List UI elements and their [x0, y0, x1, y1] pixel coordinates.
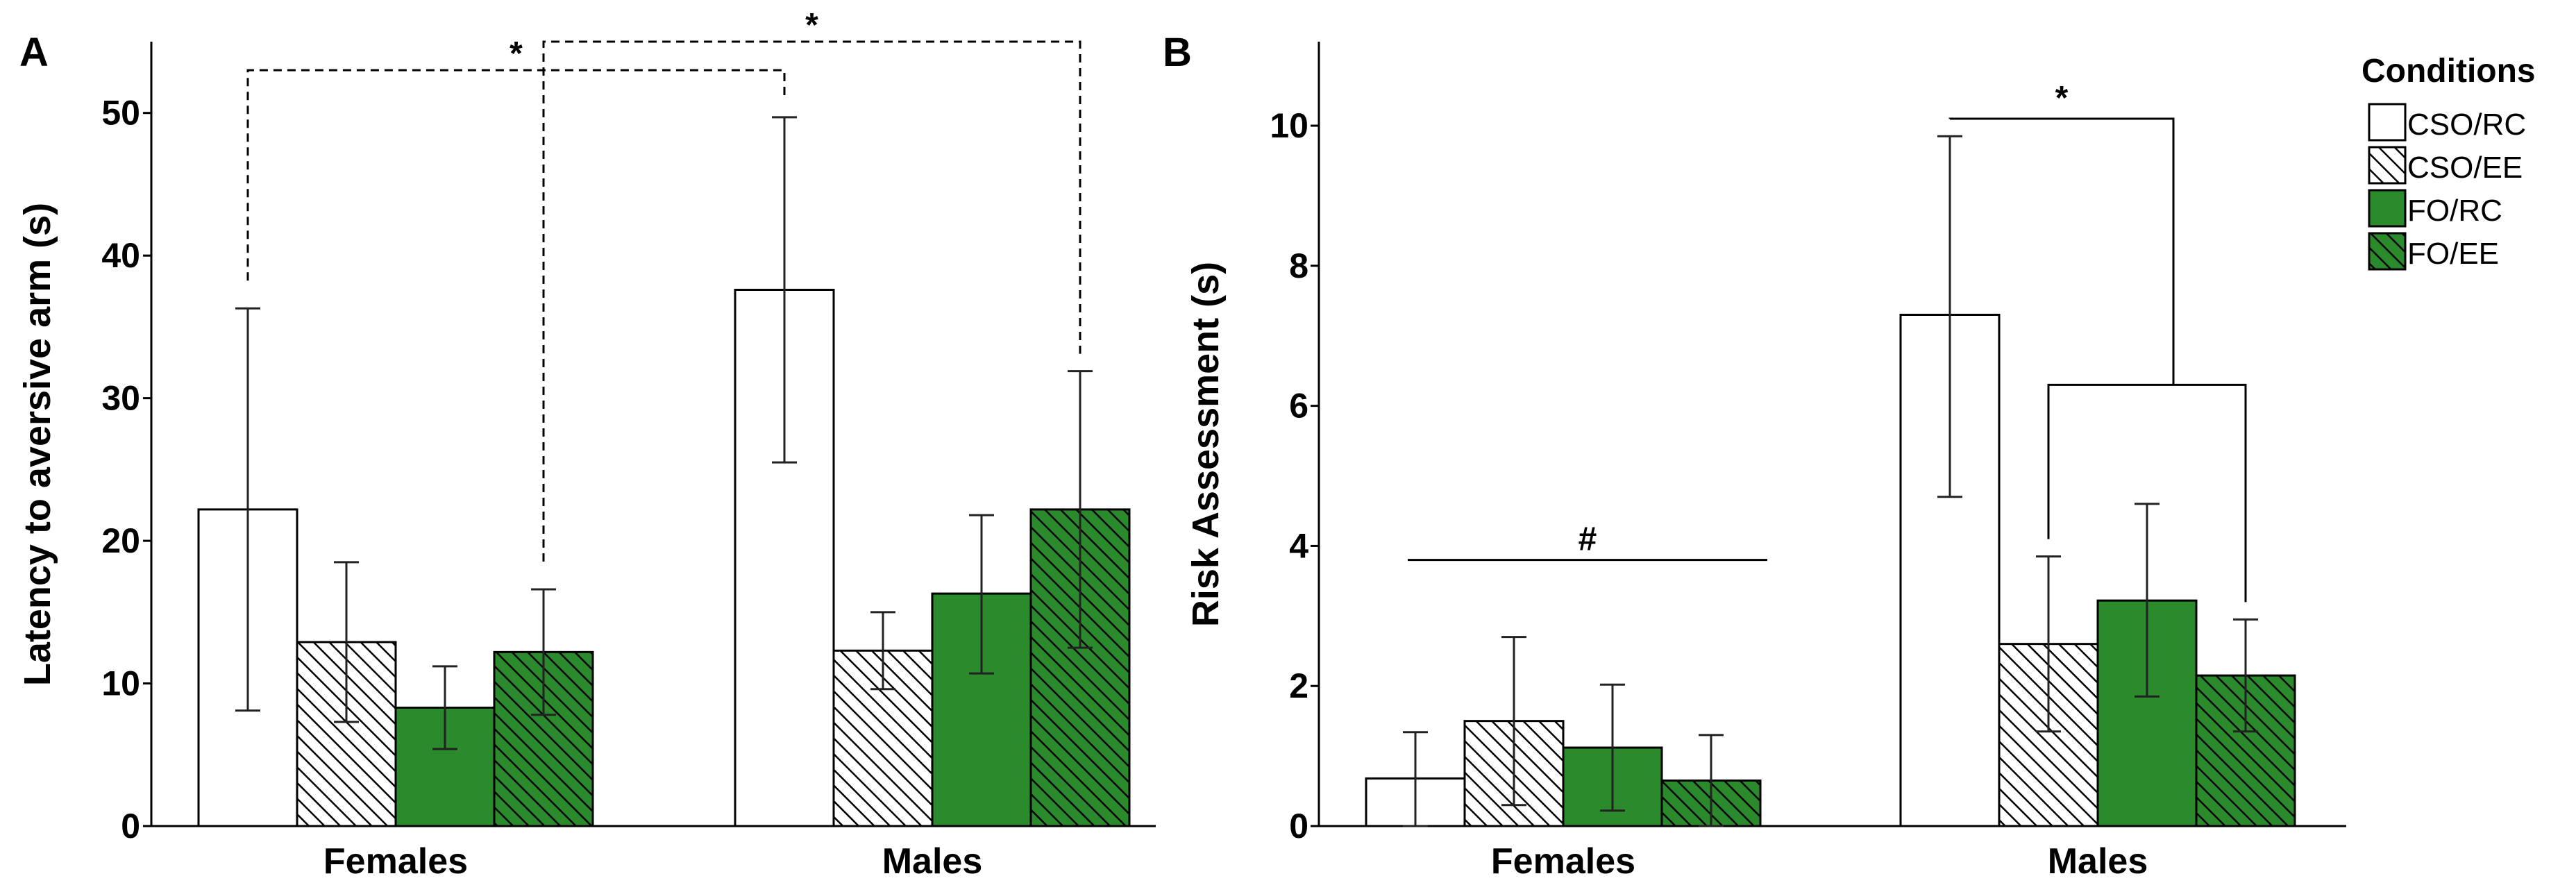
- panel-a-ylabel: Latency to aversive arm (s): [17, 203, 58, 686]
- panel-a-ytick-label: 0: [121, 807, 140, 845]
- panel-a-significance-bracket-1: [542, 40, 1081, 562]
- panel-b-category-label-males: Males: [2048, 841, 2148, 882]
- panel-a-category-label-females: Females: [323, 841, 468, 882]
- panel-a-ytick-label: 20: [101, 521, 140, 560]
- panel-b-outer-bracket: [1948, 117, 2175, 385]
- panel-a-ytick-label: 10: [101, 664, 140, 703]
- legend-label-fo-rc: FO/RC: [2407, 194, 2502, 228]
- panel-a-plot: 0 10 20 30 40 50 Females Males * *: [101, 7, 1156, 882]
- legend-label-cso-rc: CSO/RC: [2407, 108, 2526, 142]
- panel-b-ytick-label: 4: [1289, 526, 1308, 565]
- legend-label-fo-ee: FO/EE: [2407, 237, 2499, 271]
- panel-b-ytick-label: 2: [1289, 666, 1308, 705]
- legend: Conditions CSO/RC CSO/EE FO/RC FO/EE: [2362, 53, 2536, 271]
- panel-b-significance-label: *: [2055, 80, 2069, 117]
- panel-a-significance-label-1: *: [805, 7, 818, 44]
- panel-a-ytick-label: 40: [101, 236, 140, 275]
- panel-b-ytick-label: 6: [1289, 387, 1308, 426]
- panel-b-ytick-label: 10: [1270, 106, 1308, 145]
- legend-title: Conditions: [2362, 53, 2536, 90]
- panel-a-significance-bracket-0: [246, 69, 786, 281]
- panel-a-ytick-label: 50: [101, 94, 140, 133]
- panel-b-trend-label: #: [1579, 521, 1597, 558]
- panel-a-bar-males-cso-rc: [734, 288, 835, 827]
- legend-label-cso-ee: CSO/EE: [2407, 151, 2523, 185]
- legend-swatch-cso-ee: [2368, 146, 2407, 185]
- panel-a-label: A: [19, 30, 49, 75]
- legend-swatch-cso-rc: [2368, 103, 2407, 142]
- panel-b-label: B: [1163, 30, 1192, 75]
- panel-b-plot: 0 2 4 6 8 10 Females Males # *: [1270, 42, 2346, 882]
- panel-b-category-label-females: Females: [1491, 841, 1635, 882]
- panel-b-ytick-label: 8: [1289, 246, 1308, 285]
- panel-b-ylabel: Risk Assessment (s): [1185, 262, 1227, 627]
- panel-b-inner-bracket: [2047, 383, 2247, 603]
- panel-a-significance-label-0: *: [510, 35, 523, 72]
- panel-a-category-label-males: Males: [882, 841, 983, 882]
- panel-a-bar-males-fo-rc: [931, 592, 1032, 827]
- legend-swatch-fo-rc: [2368, 189, 2407, 228]
- panel-a-ytick-label: 30: [101, 379, 140, 418]
- legend-swatch-fo-ee: [2368, 232, 2407, 271]
- panel-b-ytick-label: 0: [1289, 807, 1308, 845]
